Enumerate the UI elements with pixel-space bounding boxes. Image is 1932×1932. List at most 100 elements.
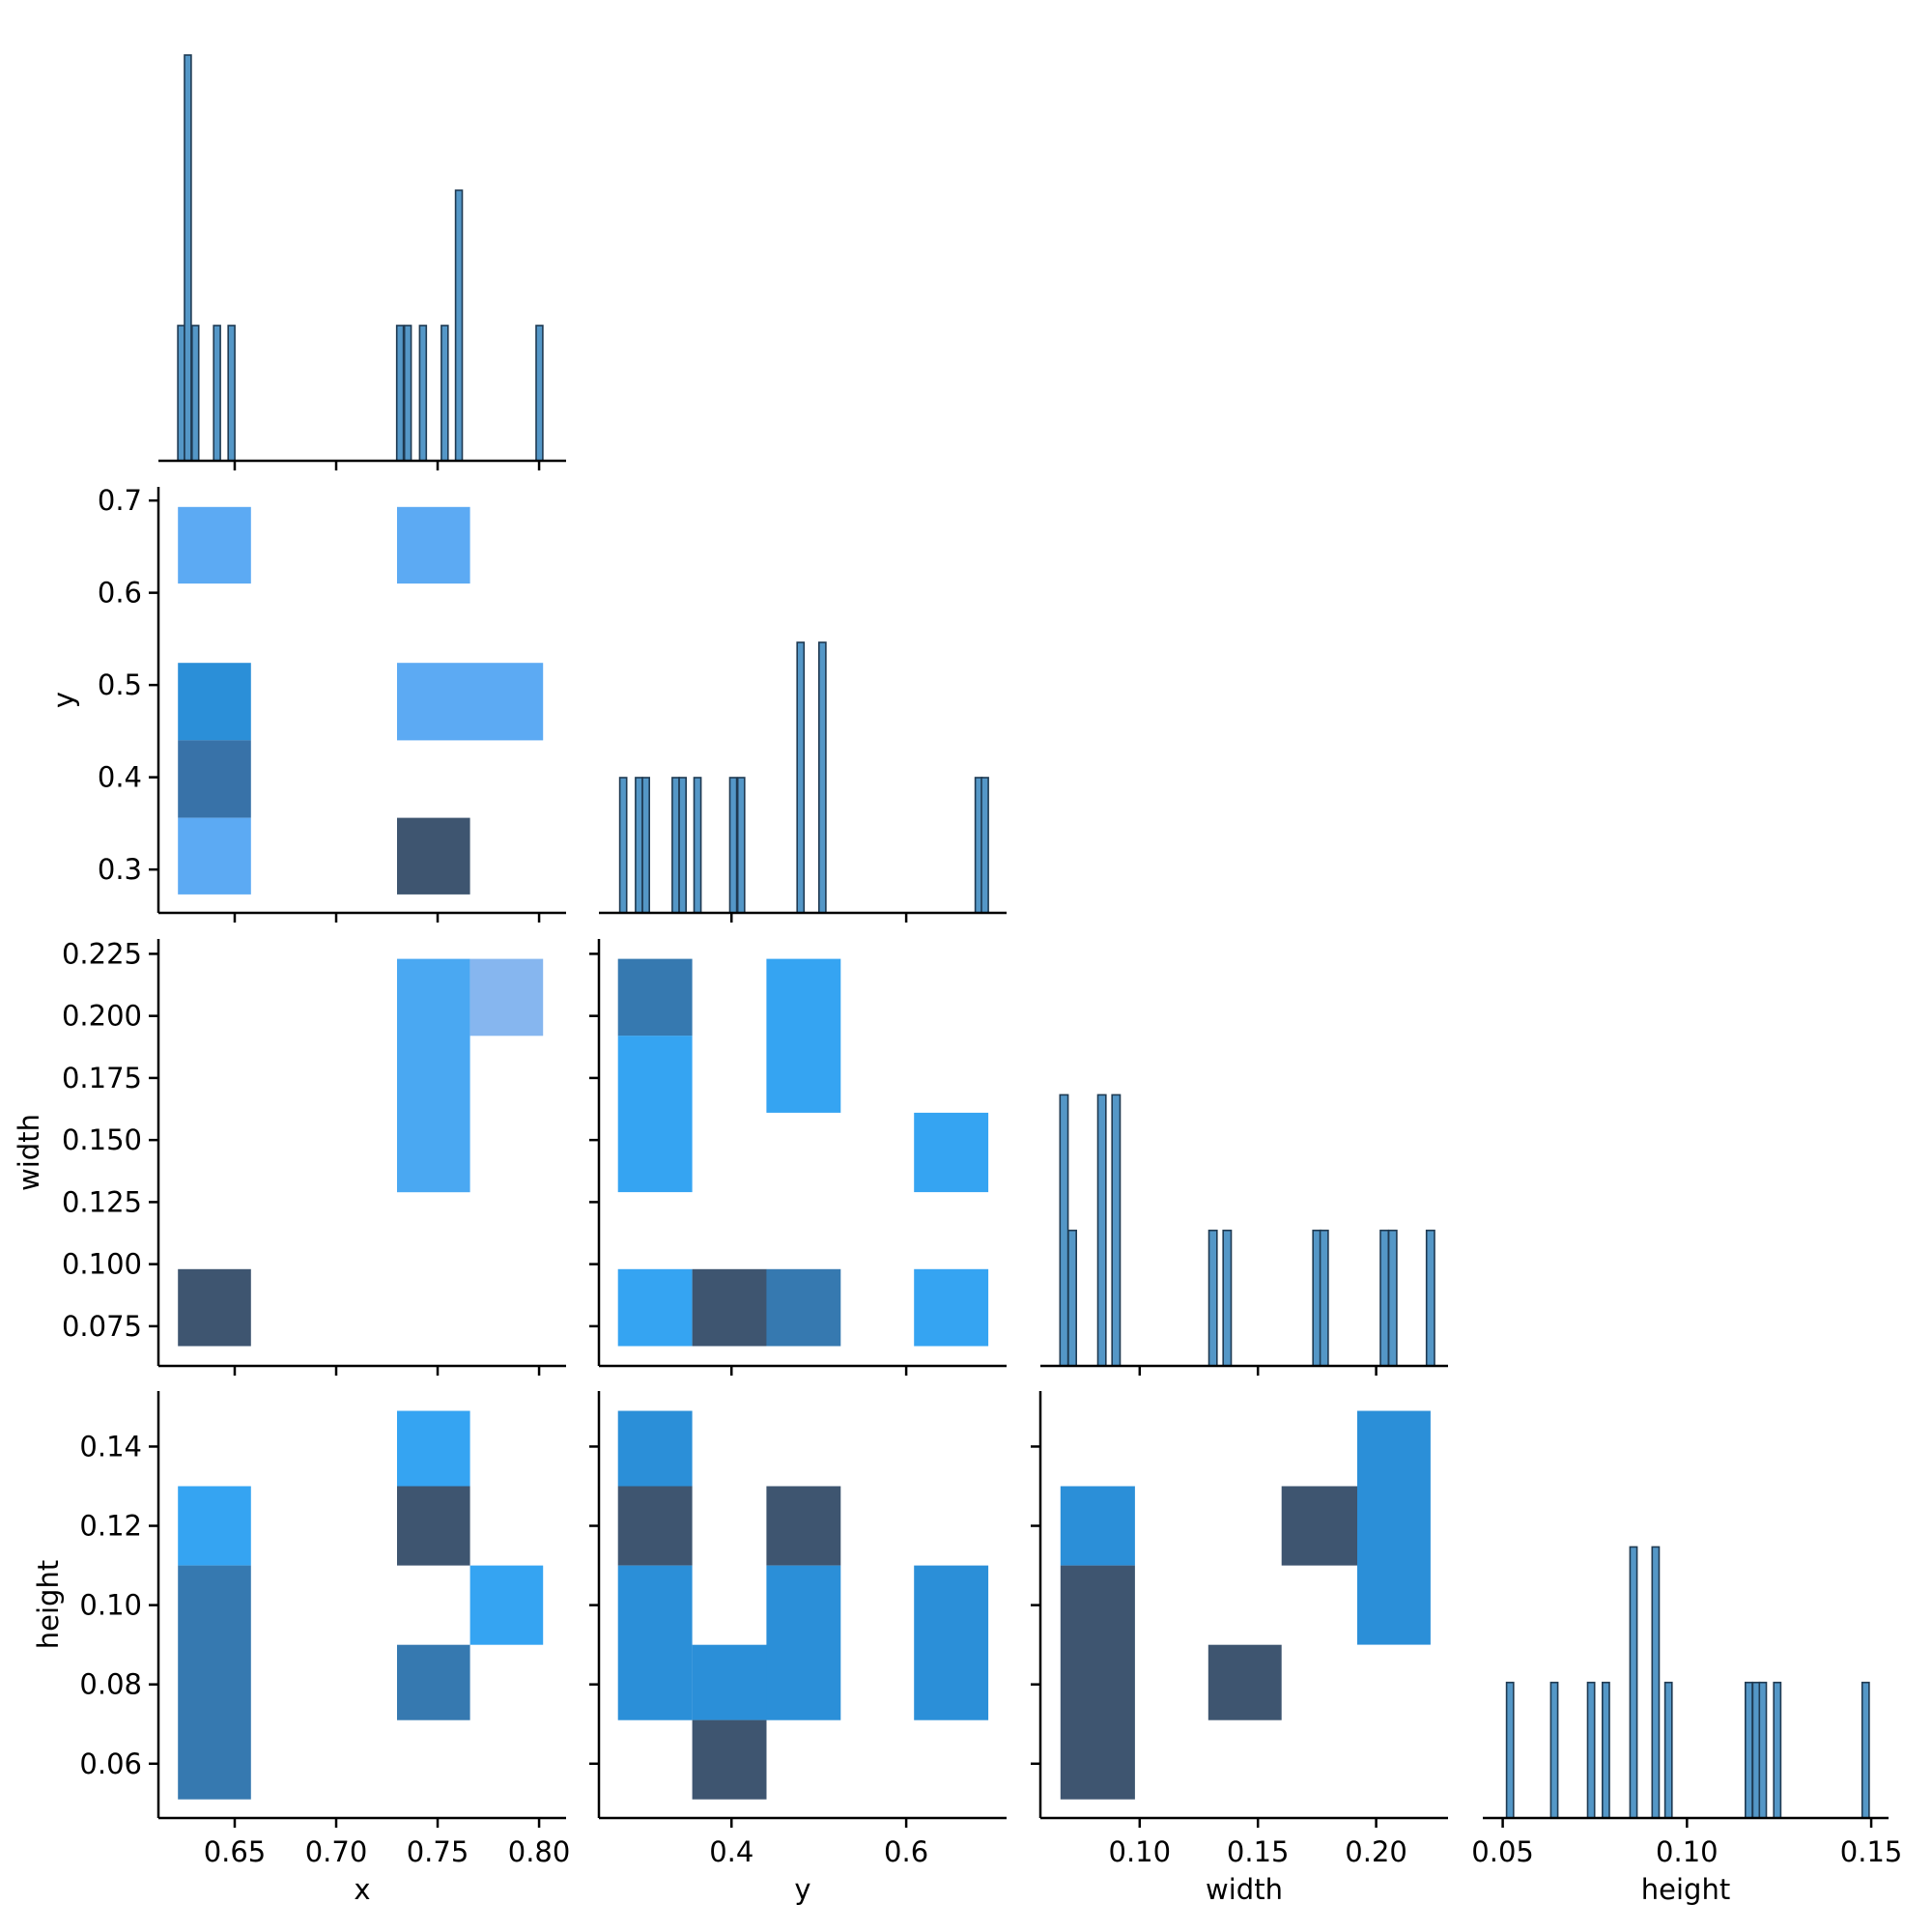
x-axis-label-width: width	[1206, 1873, 1283, 1906]
heatmap-cell	[469, 1565, 544, 1645]
histogram-bar	[618, 777, 628, 914]
histogram-bar	[736, 777, 746, 914]
y-tick-label: 0.7	[98, 484, 142, 517]
histogram-bar	[535, 325, 544, 462]
heatmap-cell	[914, 1112, 989, 1193]
histogram-bar	[227, 325, 236, 462]
histogram-bar	[1425, 1229, 1435, 1367]
x-axis-label-x: x	[354, 1873, 370, 1906]
heatmap-cell	[1281, 1486, 1357, 1566]
heatmap-cell	[178, 1565, 251, 1800]
heatmap-cell	[692, 1644, 767, 1720]
panel-width-vs-y	[589, 939, 1007, 1376]
panel-width-vs-x: 0.075 0.100 0.125 0.150 0.175 0.200 0.225	[62, 937, 566, 1376]
heatmap-cell	[178, 663, 251, 741]
heatmap-cell	[617, 1036, 693, 1193]
x-tick-label: 0.65	[204, 1835, 267, 1868]
histogram-bar	[671, 777, 680, 914]
heatmap-cell	[469, 958, 544, 1037]
y-tick-label: 0.10	[79, 1589, 142, 1622]
heatmap-cell	[617, 958, 693, 1037]
x-axis-label-height: height	[1641, 1873, 1730, 1906]
y-tick-label: 0.14	[79, 1430, 142, 1463]
heatmap-cell	[914, 1565, 989, 1720]
histogram-bar	[817, 641, 827, 914]
y-tick-label: 0.5	[98, 668, 142, 701]
y-tick-label: 0.075	[62, 1310, 142, 1343]
histogram-bar	[693, 777, 702, 914]
x-tick-label: 0.6	[884, 1835, 928, 1868]
heatmap-cell	[397, 1486, 470, 1566]
heatmap-cell	[617, 1268, 693, 1347]
histogram-bar	[1505, 1681, 1515, 1819]
histogram-bar	[1861, 1681, 1870, 1819]
panel-height-vs-height: 0.05 0.10 0.15	[1471, 1546, 1903, 1868]
y-tick-label: 0.4	[98, 761, 142, 794]
panel-y-vs-x: 0.3 0.4 0.5 0.6 0.7	[98, 484, 566, 923]
panel-height-vs-x: 0.65 0.70 0.75 0.80 0.06 0.08 0.10 0.12 0.14	[79, 1391, 570, 1868]
y-axis-label-height: height	[32, 1560, 65, 1649]
heatmap-cell	[397, 958, 470, 1193]
heatmap-cell	[1208, 1644, 1282, 1720]
x-tick-label: 0.4	[709, 1835, 753, 1868]
heatmap-cell	[178, 740, 251, 818]
heatmap-cell	[617, 1486, 693, 1566]
heatmap-cell	[178, 1486, 251, 1566]
histogram-bar	[454, 189, 464, 462]
heatmap-cell	[617, 1565, 693, 1720]
histogram-bar	[1059, 1094, 1069, 1367]
x-tick-label: 0.10	[1656, 1835, 1719, 1868]
heatmap-cell	[178, 817, 251, 895]
x-tick-label: 0.15	[1227, 1835, 1290, 1868]
x-axis-label-y: y	[794, 1873, 810, 1906]
y-tick-label: 0.08	[79, 1668, 142, 1701]
y-tick-label: 0.175	[62, 1062, 142, 1094]
y-tick-label: 0.6	[98, 577, 142, 610]
x-tick-label: 0.15	[1840, 1835, 1903, 1868]
y-tick-label: 0.100	[62, 1248, 142, 1281]
histogram-bar	[678, 777, 687, 914]
y-tick-label: 0.200	[62, 1000, 142, 1033]
x-tick-label: 0.70	[305, 1835, 368, 1868]
histogram-bar	[440, 325, 449, 462]
heatmap-cell	[692, 1719, 767, 1800]
histogram-bar	[641, 777, 650, 914]
heatmap-cell	[1357, 1410, 1431, 1645]
heatmap-cell	[617, 1410, 693, 1487]
histogram-bar	[1586, 1681, 1596, 1819]
heatmap-cell	[397, 817, 470, 895]
histogram-bar	[728, 777, 738, 914]
histogram-bar	[184, 54, 192, 462]
y-tick-label: 0.125	[62, 1185, 142, 1218]
histogram-bar	[635, 777, 643, 914]
heatmap-cell	[397, 506, 470, 584]
histogram-bar	[1773, 1681, 1782, 1819]
histogram-bar	[1379, 1229, 1390, 1367]
heatmap-cell	[397, 1410, 470, 1487]
histogram-bar	[1319, 1229, 1329, 1367]
histogram-bar	[1651, 1546, 1661, 1819]
y-axis-label-y: y	[47, 692, 80, 708]
histogram-bar	[1745, 1681, 1753, 1819]
heatmap-cell	[766, 1268, 841, 1347]
histogram-bar	[177, 325, 185, 462]
x-tick-label: 0.80	[508, 1835, 571, 1868]
heatmap-cell	[766, 958, 841, 1113]
histogram-bar	[796, 641, 806, 914]
x-tick-label: 0.10	[1109, 1835, 1172, 1868]
y-axis-label-width: width	[13, 1114, 45, 1191]
histogram-bar	[1602, 1681, 1610, 1819]
histogram-bar	[1067, 1229, 1078, 1367]
histogram-bar	[1549, 1681, 1559, 1819]
panel-height-vs-width: 0.10 0.15 0.20	[1031, 1391, 1448, 1868]
heatmap-cell	[178, 506, 251, 584]
histogram-bar	[418, 325, 428, 462]
histogram-bar	[213, 325, 221, 462]
histogram-bar	[1387, 1229, 1398, 1367]
y-tick-label: 0.06	[79, 1747, 142, 1780]
histogram-bar	[1111, 1094, 1122, 1367]
y-tick-label: 0.150	[62, 1123, 142, 1156]
heatmap-cell	[397, 663, 544, 741]
heatmap-cell	[692, 1268, 767, 1347]
